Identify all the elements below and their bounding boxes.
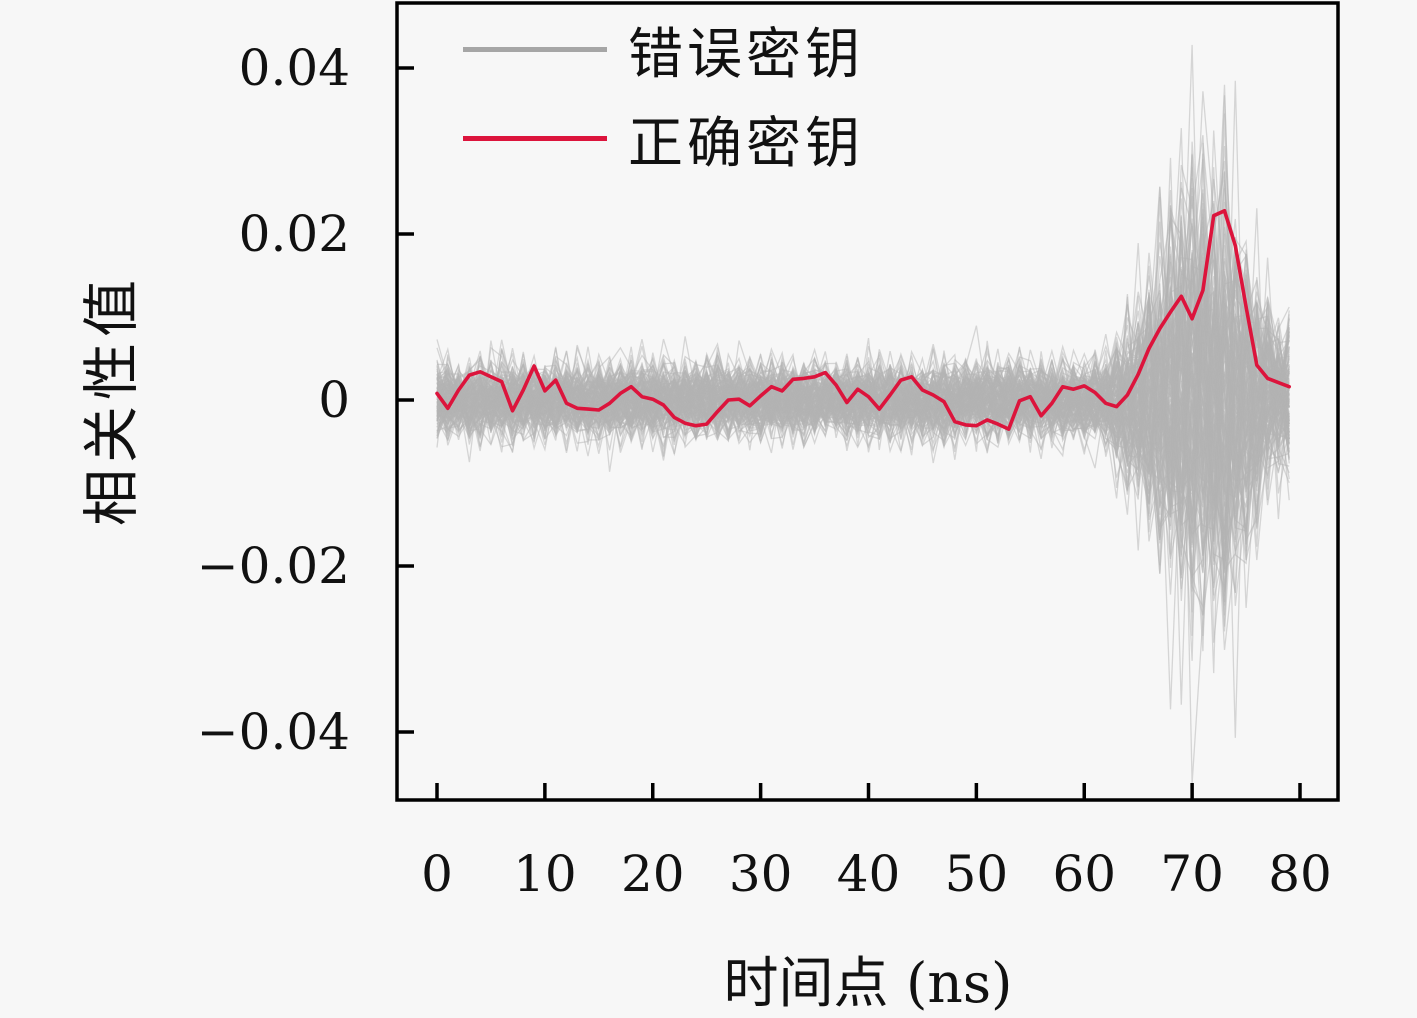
- legend-line-correct-key-icon: [463, 135, 607, 141]
- legend-item-wrong-key: 错误密钥: [463, 14, 864, 86]
- x-tick-label: 10: [513, 845, 577, 903]
- x-tick-label: 20: [620, 845, 685, 903]
- y-axis-title: 相关性值: [79, 274, 145, 526]
- x-tick-label: 40: [836, 845, 901, 903]
- y-tick-label: 0.02: [238, 205, 350, 263]
- legend-line-wrong-key-icon: [463, 46, 607, 52]
- x-tick-label: 30: [728, 845, 793, 903]
- legend-label-correct-key: 正确密钥: [628, 111, 865, 175]
- legend-label-wrong-key: 错误密钥: [628, 22, 865, 86]
- y-tick-label: −0.04: [196, 703, 350, 761]
- x-tick-label: 0: [421, 845, 453, 903]
- x-tick-label: 50: [944, 845, 1009, 903]
- x-tick-label: 70: [1160, 845, 1224, 903]
- x-tick-label: 80: [1268, 845, 1332, 903]
- legend: 错误密钥 正确密钥: [463, 14, 864, 192]
- legend-item-correct-key: 正确密钥: [463, 103, 864, 175]
- x-axis-title: 时间点 (ns): [723, 951, 1013, 1015]
- x-tick-label: 60: [1052, 845, 1117, 903]
- y-tick-label: −0.02: [196, 537, 350, 595]
- y-tick-label: 0.04: [238, 39, 350, 97]
- y-tick-label: 0: [318, 371, 350, 429]
